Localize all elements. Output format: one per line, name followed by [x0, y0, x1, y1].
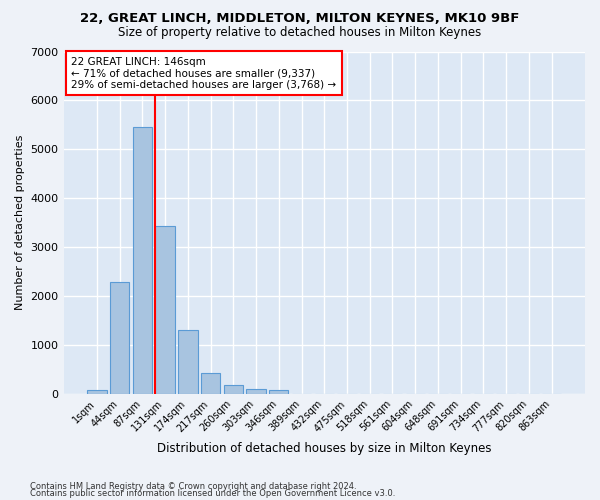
Bar	[133, 127, 152, 394]
Text: 22 GREAT LINCH: 146sqm
← 71% of detached houses are smaller (9,337)
29% of semi-: 22 GREAT LINCH: 146sqm ← 71% of detached…	[71, 56, 337, 90]
Bar	[87, 390, 107, 394]
Bar	[269, 390, 289, 394]
Bar	[247, 389, 266, 394]
Text: Size of property relative to detached houses in Milton Keynes: Size of property relative to detached ho…	[118, 26, 482, 39]
Text: 22, GREAT LINCH, MIDDLETON, MILTON KEYNES, MK10 9BF: 22, GREAT LINCH, MIDDLETON, MILTON KEYNE…	[80, 12, 520, 26]
Text: Contains public sector information licensed under the Open Government Licence v3: Contains public sector information licen…	[30, 490, 395, 498]
Y-axis label: Number of detached properties: Number of detached properties	[15, 135, 25, 310]
Bar	[110, 282, 130, 394]
Bar	[155, 226, 175, 394]
Bar	[178, 330, 197, 394]
Text: Contains HM Land Registry data © Crown copyright and database right 2024.: Contains HM Land Registry data © Crown c…	[30, 482, 356, 491]
Bar	[201, 373, 220, 394]
Bar	[224, 386, 243, 394]
X-axis label: Distribution of detached houses by size in Milton Keynes: Distribution of detached houses by size …	[157, 442, 491, 455]
